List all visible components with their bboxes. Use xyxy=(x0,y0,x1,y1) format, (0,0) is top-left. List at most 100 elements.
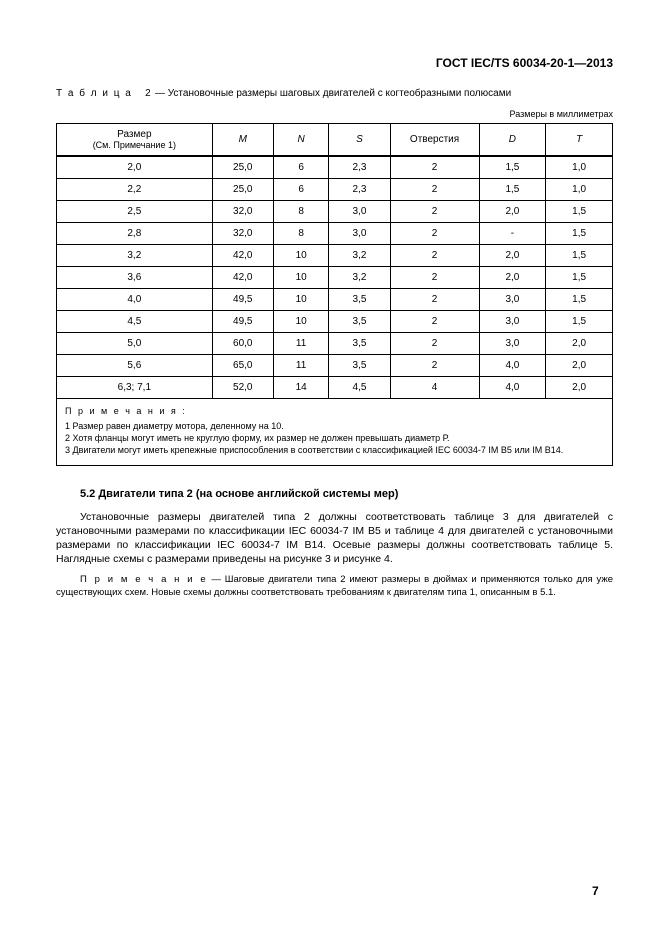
table-cell: 2,0 xyxy=(479,267,546,289)
table-cell: 1,5 xyxy=(546,245,613,267)
table-row: 3,242,0103,222,01,5 xyxy=(57,245,613,267)
table-cell: 2 xyxy=(390,311,479,333)
col-header-t: T xyxy=(546,124,613,157)
document-id: ГОСТ IEC/TS 60034-20-1—2013 xyxy=(56,56,613,70)
table-cell: 6,3; 7,1 xyxy=(57,377,213,399)
table-cell: 42,0 xyxy=(212,267,273,289)
table-cell: 2,5 xyxy=(57,201,213,223)
table-cell: 2,8 xyxy=(57,223,213,245)
table-row: 5,665,0113,524,02,0 xyxy=(57,355,613,377)
body-paragraph: Установочные размеры двигателей типа 2 д… xyxy=(56,510,613,567)
table-cell: 5,0 xyxy=(57,333,213,355)
col-header-holes: Отверстия xyxy=(390,124,479,157)
table-cell: 11 xyxy=(273,333,329,355)
table-cell: 2 xyxy=(390,223,479,245)
table-cell: 8 xyxy=(273,223,329,245)
table-cell: 1,5 xyxy=(479,156,546,179)
col-header-size: Размер (См. Примечание 1) xyxy=(57,124,213,157)
table-cell: 3,5 xyxy=(329,311,390,333)
table-cell: 2,3 xyxy=(329,156,390,179)
table-cell: 1,5 xyxy=(546,223,613,245)
table-cell: 32,0 xyxy=(212,223,273,245)
table-cell: 65,0 xyxy=(212,355,273,377)
table-cell: 2 xyxy=(390,289,479,311)
table-row: 5,060,0113,523,02,0 xyxy=(57,333,613,355)
note-paragraph: П р и м е ч а н и е — Шаговые двигатели … xyxy=(56,574,613,599)
table-cell: 2 xyxy=(390,333,479,355)
table-cell: 2 xyxy=(390,156,479,179)
table-cell: 11 xyxy=(273,355,329,377)
table-cell: 2,0 xyxy=(546,333,613,355)
table-cell: 52,0 xyxy=(212,377,273,399)
table-caption: Т а б л и ц а 2 — Установочные размеры ш… xyxy=(56,88,613,99)
table-cell: 2,0 xyxy=(57,156,213,179)
table-label: Т а б л и ц а 2 xyxy=(56,88,152,99)
table-cell: 4,0 xyxy=(479,355,546,377)
table-cell: - xyxy=(479,223,546,245)
col-header-m: M xyxy=(212,124,273,157)
table-cell: 2 xyxy=(390,201,479,223)
table-cell: 2,3 xyxy=(329,179,390,201)
table-row: 2,025,062,321,51,0 xyxy=(57,156,613,179)
table-cell: 3,5 xyxy=(329,333,390,355)
section-title: 5.2 Двигатели типа 2 (на основе английск… xyxy=(56,488,613,500)
table-cell: 2 xyxy=(390,267,479,289)
table-cell: 1,5 xyxy=(546,201,613,223)
table-cell: 3,6 xyxy=(57,267,213,289)
table-row: 2,225,062,321,51,0 xyxy=(57,179,613,201)
table-cell: 4,5 xyxy=(329,377,390,399)
table-cell: 25,0 xyxy=(212,179,273,201)
table-footnotes: П р и м е ч а н и я : 1 Размер равен диа… xyxy=(56,399,613,466)
table-cell: 1,5 xyxy=(546,311,613,333)
table-cell: 1,0 xyxy=(546,179,613,201)
table-row: 3,642,0103,222,01,5 xyxy=(57,267,613,289)
table-cell: 1,5 xyxy=(546,289,613,311)
table-row: 2,532,083,022,01,5 xyxy=(57,201,613,223)
footnotes-heading: П р и м е ч а н и я : xyxy=(65,405,604,417)
table-cell: 2 xyxy=(390,355,479,377)
table-cell: 2,0 xyxy=(479,201,546,223)
table-cell: 10 xyxy=(273,311,329,333)
table-cell: 5,6 xyxy=(57,355,213,377)
table-cell: 3,0 xyxy=(479,333,546,355)
footnote-2: 2 Хотя фланцы могут иметь не круглую фор… xyxy=(65,433,449,443)
footnote-1: 1 Размер равен диаметру мотора, деленном… xyxy=(65,421,284,431)
table-label-rest: — Установочные размеры шаговых двигателе… xyxy=(152,88,511,99)
table-row: 4,049,5103,523,01,5 xyxy=(57,289,613,311)
table-cell: 2,0 xyxy=(479,245,546,267)
footnote-3: 3 Двигатели могут иметь крепежные приспо… xyxy=(65,445,563,455)
table-cell: 49,5 xyxy=(212,289,273,311)
table-cell: 32,0 xyxy=(212,201,273,223)
table-cell: 3,0 xyxy=(479,311,546,333)
table-cell: 25,0 xyxy=(212,156,273,179)
table-cell: 3,5 xyxy=(329,355,390,377)
table-cell: 14 xyxy=(273,377,329,399)
page-number: 7 xyxy=(592,884,599,898)
units-note: Размеры в миллиметрах xyxy=(56,109,613,119)
table-cell: 3,2 xyxy=(329,267,390,289)
table-cell: 4,0 xyxy=(57,289,213,311)
table-cell: 49,5 xyxy=(212,311,273,333)
table-header-row: Размер (См. Примечание 1) M N S Отверсти… xyxy=(57,124,613,157)
table-cell: 2,0 xyxy=(546,377,613,399)
table-cell: 4,0 xyxy=(479,377,546,399)
table-cell: 3,2 xyxy=(57,245,213,267)
note-label: П р и м е ч а н и е xyxy=(80,574,208,585)
table-row: 4,549,5103,523,01,5 xyxy=(57,311,613,333)
table-cell: 2 xyxy=(390,245,479,267)
table-cell: 2,0 xyxy=(546,355,613,377)
table-cell: 2 xyxy=(390,179,479,201)
dimensions-table: Размер (См. Примечание 1) M N S Отверсти… xyxy=(56,123,613,399)
table-cell: 4,5 xyxy=(57,311,213,333)
table-cell: 6 xyxy=(273,156,329,179)
table-cell: 3,0 xyxy=(329,223,390,245)
table-cell: 10 xyxy=(273,245,329,267)
col-header-n: N xyxy=(273,124,329,157)
table-cell: 1,0 xyxy=(546,156,613,179)
table-cell: 10 xyxy=(273,267,329,289)
table-cell: 1,5 xyxy=(479,179,546,201)
table-cell: 42,0 xyxy=(212,245,273,267)
table-row: 6,3; 7,152,0144,544,02,0 xyxy=(57,377,613,399)
table-cell: 60,0 xyxy=(212,333,273,355)
table-cell: 3,0 xyxy=(479,289,546,311)
